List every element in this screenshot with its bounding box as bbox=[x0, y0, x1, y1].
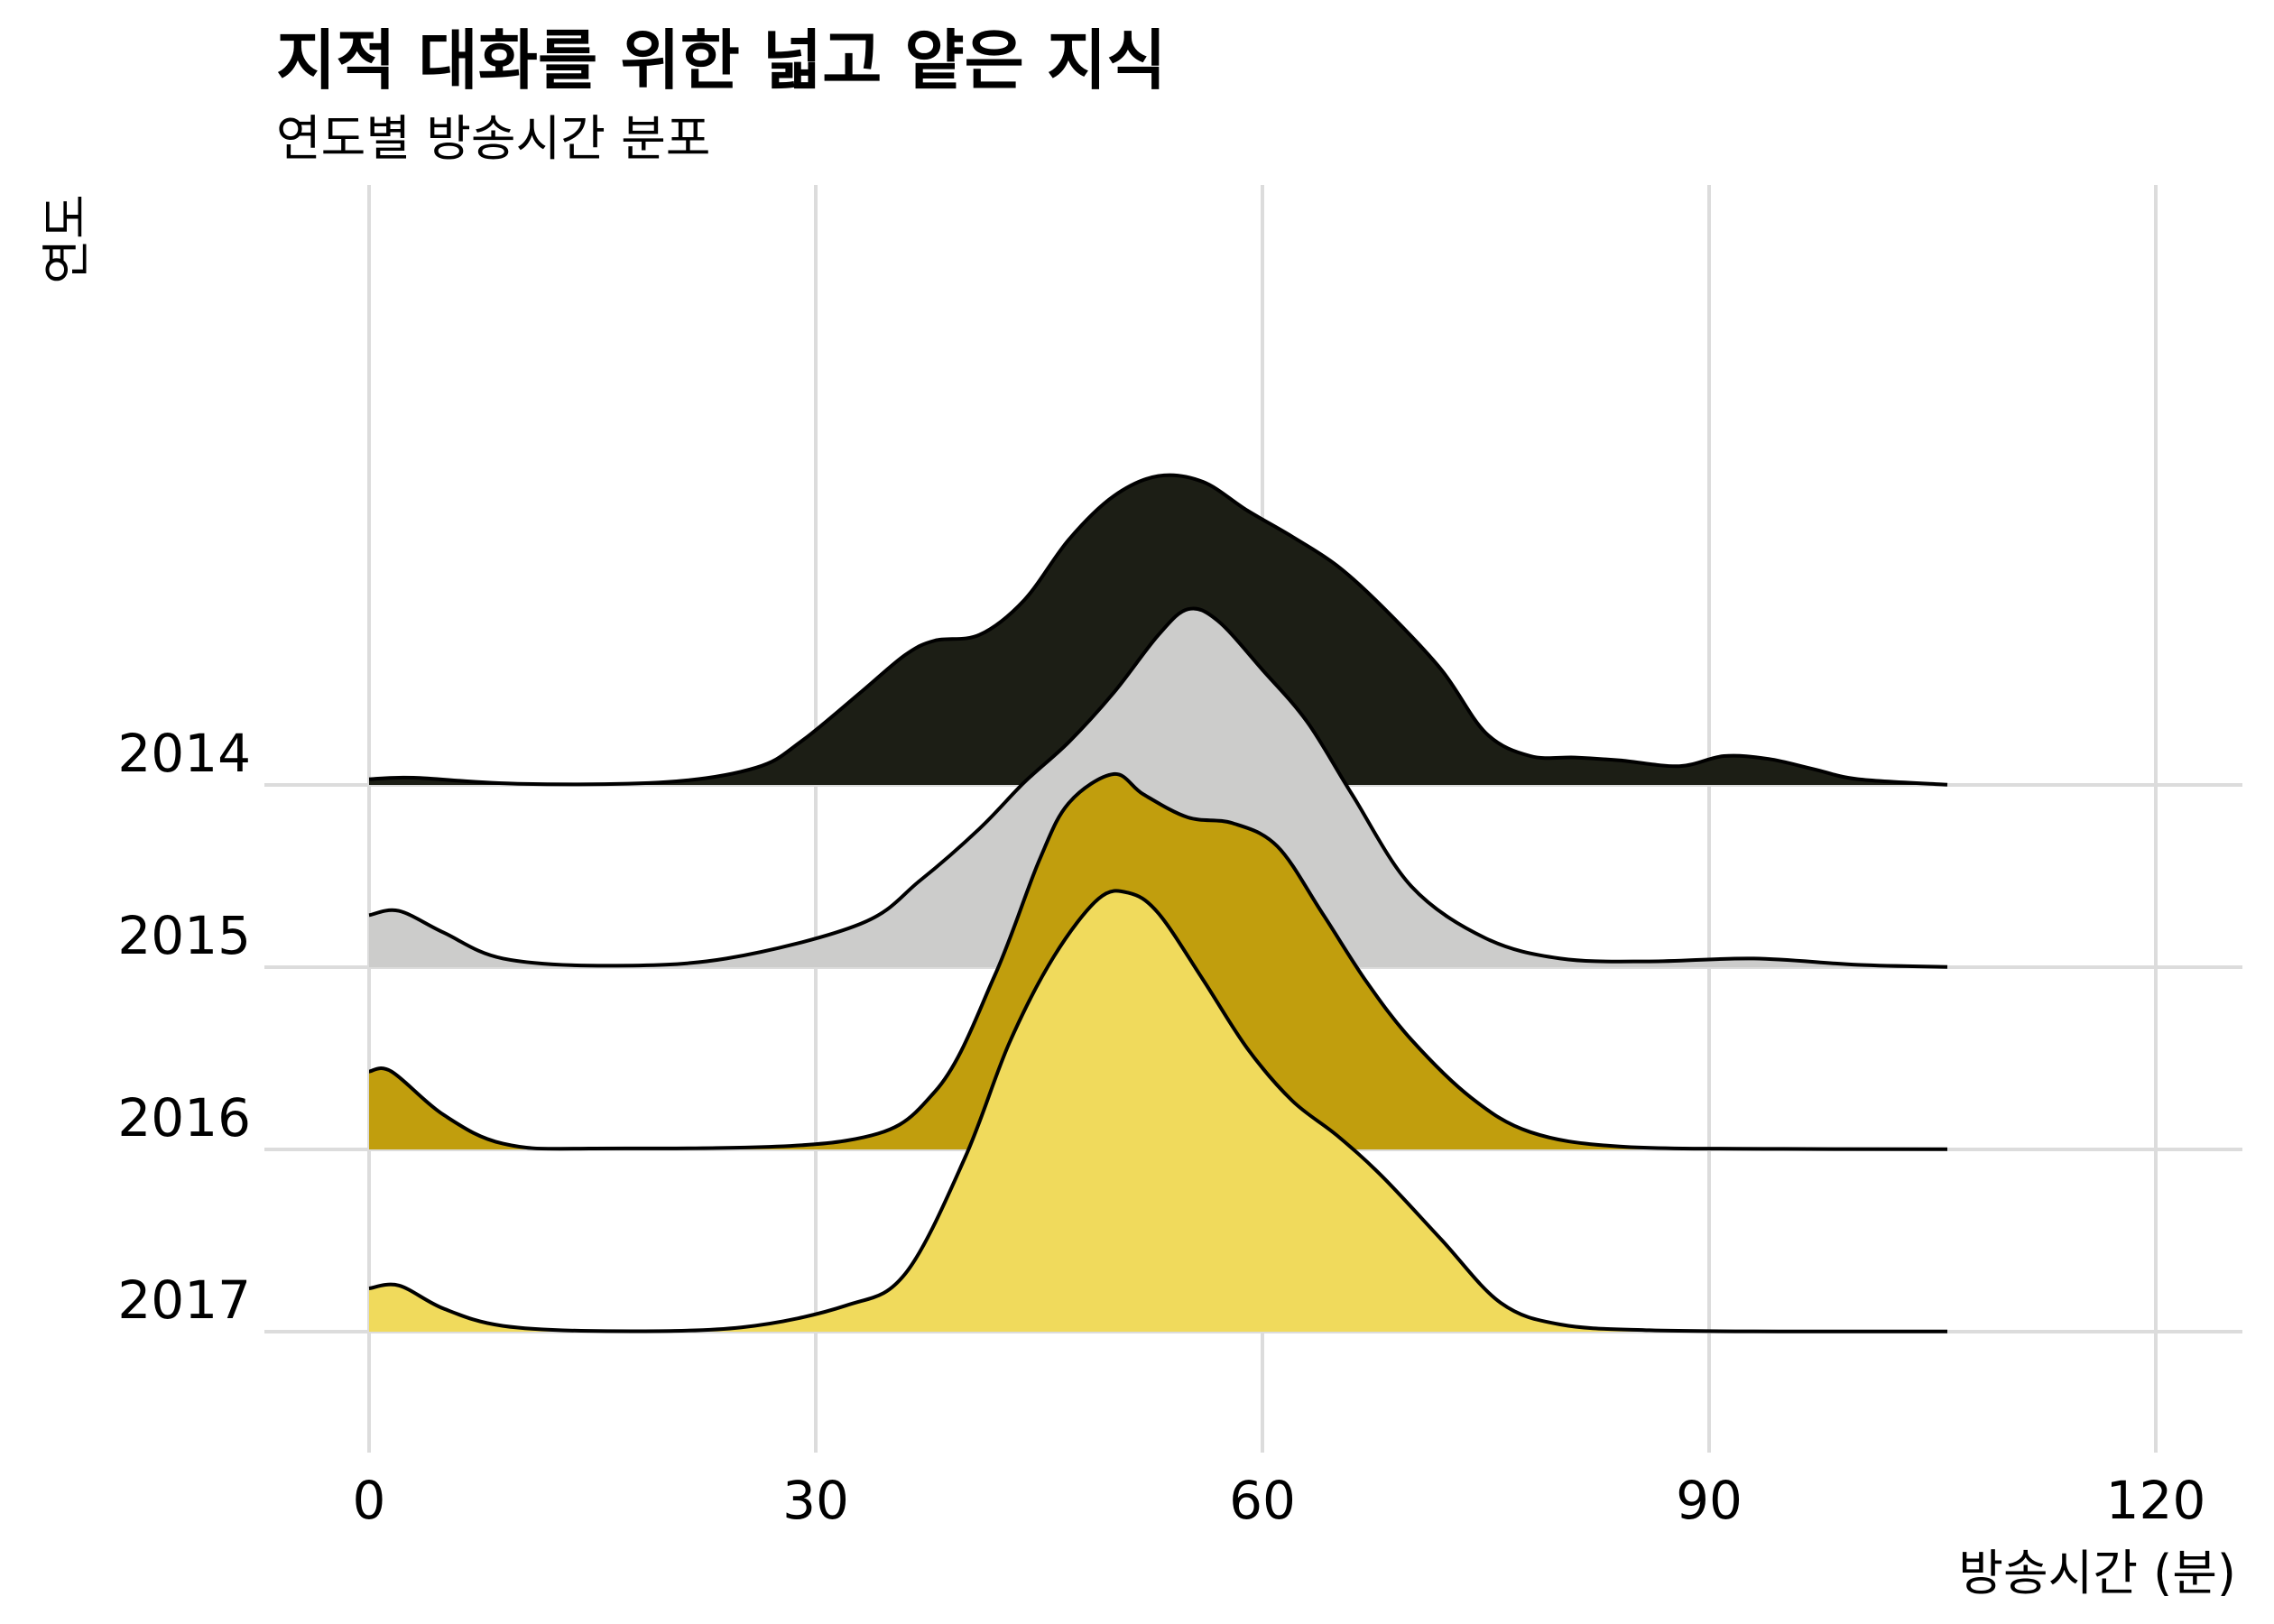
ridge-fill-2014 bbox=[369, 475, 1947, 785]
ridge-line-2014 bbox=[368, 473, 1948, 787]
y-tick-label-2017: 2017 bbox=[117, 1269, 251, 1331]
y-tick-label-2015: 2015 bbox=[117, 905, 251, 966]
chart-title: 지적 대화를 위한 넓고 얕은 지식 bbox=[276, 23, 1166, 98]
x-tick-label-30: 30 bbox=[782, 1470, 849, 1531]
x-tick-label-90: 90 bbox=[1676, 1470, 1742, 1531]
ridge-fill-2015 bbox=[369, 608, 1947, 967]
x-tick-layer: 0 30 60 90 120 bbox=[353, 1470, 2206, 1531]
ridge-line-2016 bbox=[368, 771, 1948, 1151]
ridge-layer bbox=[368, 473, 1948, 1333]
x-tick-label-120: 120 bbox=[2106, 1470, 2206, 1531]
ridge-line-2017 bbox=[368, 889, 1948, 1333]
x-tick-label-60: 60 bbox=[1229, 1470, 1296, 1531]
y-tick-label-2016: 2016 bbox=[117, 1087, 251, 1149]
x-axis-label: 방송시간 (분) bbox=[1958, 1545, 2236, 1601]
y-tick-label-2014: 2014 bbox=[117, 723, 251, 784]
ridge-fill-2017 bbox=[369, 890, 1947, 1332]
y-tick-layer: 2014 2015 2016 2017 bbox=[117, 723, 251, 1331]
x-tick-label-0: 0 bbox=[353, 1470, 386, 1531]
ridge-line-2015 bbox=[368, 606, 1948, 969]
chart-subtitle: 연도별 방송시간 분포 bbox=[276, 110, 710, 167]
y-axis-label: 연도 bbox=[38, 194, 95, 283]
